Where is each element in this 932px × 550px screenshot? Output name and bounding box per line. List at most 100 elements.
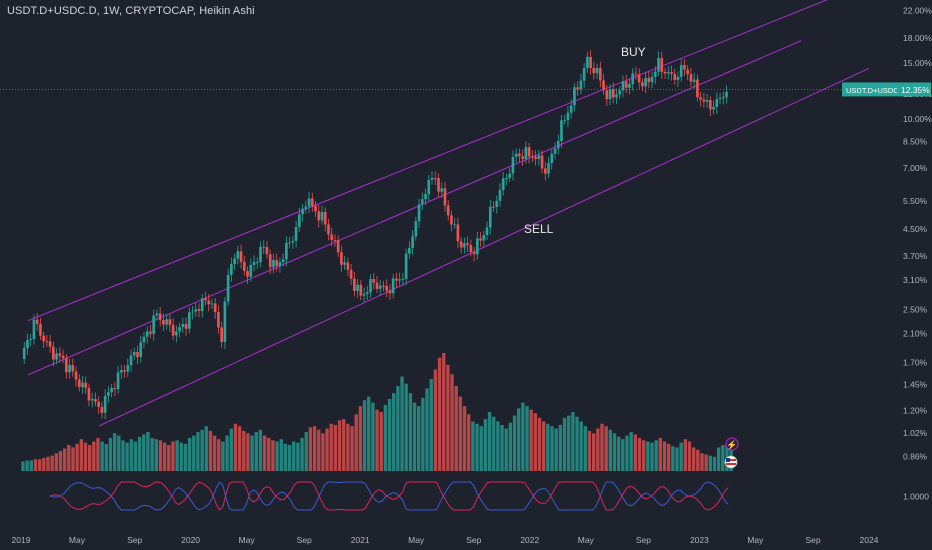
volume-bar <box>212 435 217 471</box>
volume-bar <box>83 442 88 471</box>
time-axis-label: Sep <box>466 535 481 545</box>
volume-bar <box>421 397 425 471</box>
candle-body <box>317 211 321 221</box>
candle-body <box>479 238 482 241</box>
volume-bar <box>392 393 396 471</box>
candle-body <box>323 211 327 225</box>
volume-bar <box>29 460 33 471</box>
time-axis-label: Sep <box>636 535 651 545</box>
volume-bar <box>662 441 667 471</box>
candle-body <box>725 92 728 98</box>
candle-body <box>514 153 518 157</box>
candle-body <box>450 215 453 225</box>
volume-bar <box>612 433 617 471</box>
candle-body <box>268 254 272 268</box>
price-axis-label: 1.02% <box>903 428 928 438</box>
candle-body <box>683 65 686 70</box>
header-sep-2: , <box>119 5 126 17</box>
candle-body <box>472 252 476 255</box>
candle-body <box>440 188 444 192</box>
candle-body <box>233 258 236 264</box>
volume-bar <box>371 402 375 471</box>
time-axis-label: 2022 <box>520 535 539 545</box>
volume-bar <box>379 412 383 471</box>
volume-bar <box>691 447 696 471</box>
volume-bar <box>283 443 288 471</box>
candle-body <box>411 236 414 248</box>
volume-bar <box>554 428 558 471</box>
volume-bar <box>425 388 429 471</box>
candle-body <box>492 206 495 208</box>
volume-bar <box>375 409 379 471</box>
volume-bar <box>25 460 29 471</box>
channel-line-middle[interactable] <box>27 40 802 376</box>
volume-bar <box>666 443 671 471</box>
time-axis-label: May <box>747 535 764 545</box>
candle-body <box>239 251 243 262</box>
volume-bar <box>600 423 604 471</box>
candle-body <box>327 224 330 235</box>
candle-body <box>644 77 647 87</box>
candle-body <box>553 148 557 154</box>
volume-bar <box>271 440 275 471</box>
source-label: CRYPTOCAP <box>125 5 193 17</box>
candle-body <box>424 194 427 200</box>
volume-bar <box>437 357 442 471</box>
candle-body <box>45 341 49 343</box>
candle-body <box>22 348 26 360</box>
candle-body <box>443 188 447 206</box>
candle-body <box>349 269 353 279</box>
price-axis-label: 3.70% <box>903 251 928 261</box>
volume-bar <box>75 443 79 471</box>
candle-body <box>417 204 421 222</box>
volume-bar <box>254 432 258 471</box>
flag-stripe-icon <box>726 463 736 465</box>
candle-body <box>259 246 262 262</box>
symbol-name[interactable]: USDT.D+USDC.D <box>7 5 97 17</box>
candle-body <box>77 379 81 387</box>
candle-body <box>543 168 547 174</box>
volume-bar <box>162 442 167 471</box>
lightning-event-icon[interactable] <box>725 437 739 451</box>
volume-bar <box>537 417 542 471</box>
chart-style-label[interactable]: Heikin Ashi <box>199 5 255 17</box>
price-axis-label: 1.45% <box>903 380 928 390</box>
volume-bar <box>279 439 283 471</box>
indicator-line-blue <box>49 481 729 511</box>
candle-body <box>246 270 249 277</box>
volume-bar <box>187 437 192 471</box>
candle-body <box>152 315 156 334</box>
volume-bar <box>79 439 83 471</box>
volume-bar <box>71 447 75 471</box>
candle-body <box>382 285 385 287</box>
candle-body <box>550 153 554 163</box>
volume-bar <box>637 437 642 471</box>
candle-body <box>518 153 521 157</box>
candle-body <box>48 341 52 347</box>
candle-body <box>187 312 191 329</box>
volume-bar <box>150 437 154 471</box>
candle-body <box>132 351 136 356</box>
header-sep-1: , <box>96 5 103 17</box>
candle-body <box>68 365 71 373</box>
candle-body <box>307 198 311 207</box>
candle-body <box>178 327 181 332</box>
candle-body <box>453 224 456 226</box>
candle-body <box>145 331 149 337</box>
volume-bar <box>404 383 408 471</box>
candle-body <box>242 261 246 271</box>
interval-label[interactable]: 1W <box>102 5 120 17</box>
last-price-tag[interactable] <box>897 82 931 97</box>
candle-body <box>87 387 91 401</box>
candle-body <box>217 312 220 328</box>
candle-body <box>663 71 667 74</box>
candle-body <box>718 97 722 99</box>
candle-body <box>372 279 376 283</box>
candle-body <box>107 392 110 396</box>
volume-bar <box>704 454 708 471</box>
volume-bar <box>492 416 496 471</box>
symbol-price-tag[interactable] <box>842 82 897 97</box>
channel-line-upper[interactable] <box>27 0 839 322</box>
candle-body <box>408 247 411 254</box>
